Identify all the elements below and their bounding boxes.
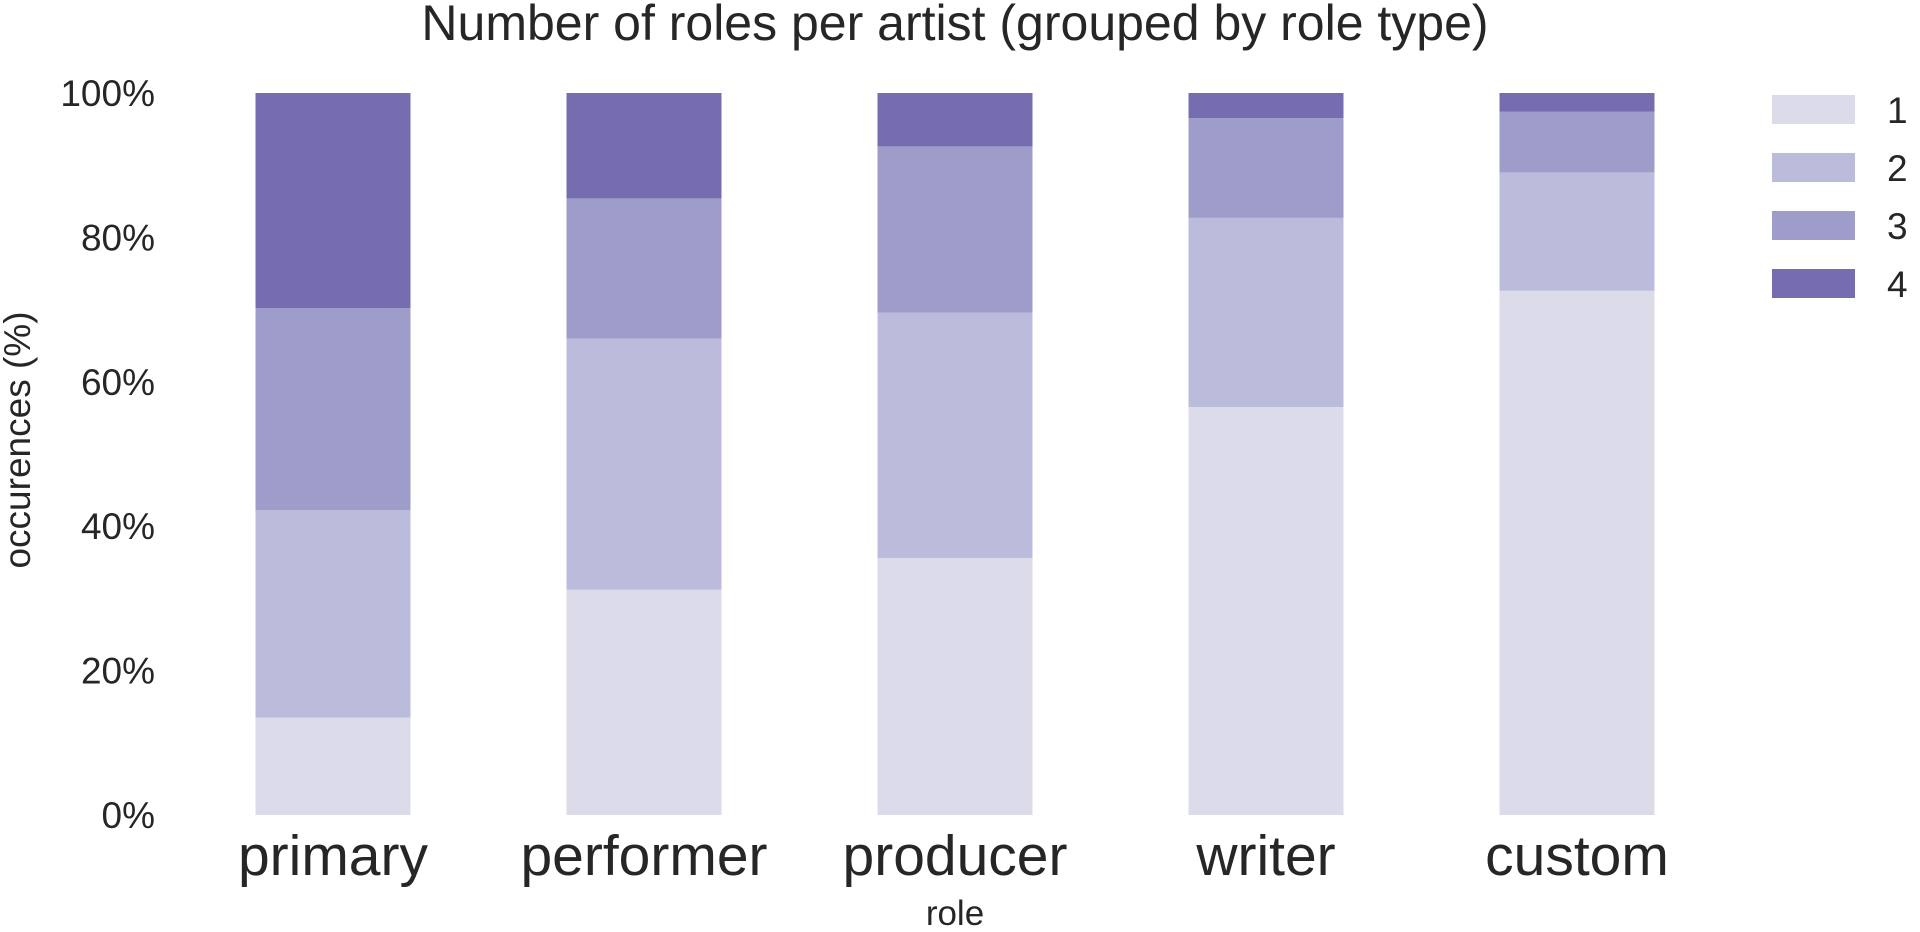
x-tick-label: primary [238,824,429,888]
legend-swatch-3 [1772,211,1855,240]
x-axis-ticks: primary performer producer writer custom [238,824,1669,888]
bar-segment-producer-3 [877,146,1033,313]
bar-segment-producer-2 [877,312,1033,558]
x-tick-label: producer [843,824,1068,888]
y-tick-label: 0% [102,795,155,836]
y-axis-ticks: 0% 20% 40% 60% 80% 100% [60,73,155,836]
y-tick-label: 100% [60,73,155,114]
bar-segment-writer-4 [1188,93,1344,119]
y-tick-label: 40% [81,506,155,547]
bar-segment-primary-4 [255,93,411,309]
bar-segment-producer-1 [877,557,1033,815]
bar-segment-writer-1 [1188,407,1344,815]
legend-label-1: 1 [1887,90,1908,131]
y-axis-label: occurences (%) [0,311,38,568]
bars [255,93,1655,815]
bar-segment-primary-1 [255,717,411,815]
x-tick-label: writer [1195,824,1335,888]
y-tick-label: 80% [81,217,155,258]
legend-label-4: 4 [1887,264,1908,305]
chart-title: Number of roles per artist (grouped by r… [421,0,1488,51]
bar-segment-custom-4 [1499,93,1655,112]
bar-segment-performer-4 [566,93,722,199]
bar-segment-custom-3 [1499,111,1655,173]
bar-segment-performer-3 [566,198,722,339]
x-tick-label: performer [520,824,767,888]
legend-label-2: 2 [1887,148,1908,189]
bar-segment-performer-2 [566,338,722,590]
bar-segment-custom-2 [1499,172,1655,291]
legend-label-3: 3 [1887,206,1908,247]
bar-segment-primary-2 [255,510,411,718]
legend-swatch-1 [1772,95,1855,124]
bar-segment-producer-4 [877,93,1033,147]
legend-swatch-4 [1772,269,1855,298]
bar-segment-primary-3 [255,308,411,511]
y-tick-label: 60% [81,362,155,403]
bar-segment-performer-1 [566,589,722,815]
bar-segment-custom-1 [1499,290,1655,815]
bar-segment-writer-3 [1188,118,1344,218]
x-tick-label: custom [1485,824,1669,888]
x-axis-label: role [926,894,984,932]
legend: 1 2 3 4 [1772,90,1908,305]
legend-swatch-2 [1772,153,1855,182]
y-tick-label: 20% [81,651,155,692]
bar-segment-writer-2 [1188,217,1344,408]
